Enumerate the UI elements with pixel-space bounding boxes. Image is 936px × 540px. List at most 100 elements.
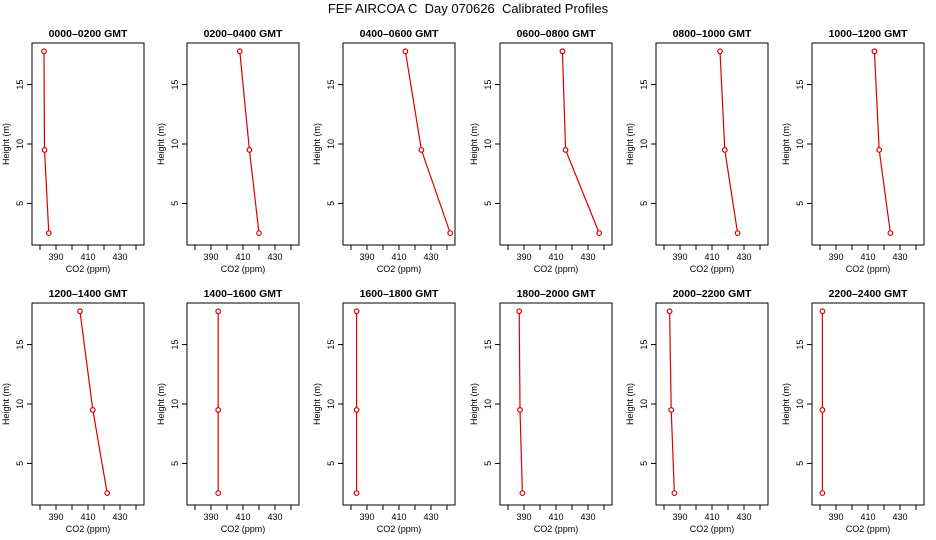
chart-7-frame [31,302,145,506]
chart-7-xlabel: CO2 (ppm) [66,524,111,534]
chart-1-ytick-label: 10 [15,139,25,149]
chart-10-xtick-label: 430 [580,512,595,522]
chart-3-ylabel: Height (m) [312,123,322,165]
chart-4-ytick-label: 10 [483,139,493,149]
chart-10-xlabel: CO2 (ppm) [534,524,579,534]
chart-2-ytick-label: 15 [170,80,180,90]
chart-12-data-point-2 [819,407,826,413]
chart-6-data-point-2 [876,146,883,153]
chart-6-ytick-label: 15 [795,80,805,90]
chart-12-ytick-label: 5 [795,461,805,466]
chart-4-data-point-2 [562,146,569,153]
chart-11-series-line [669,311,675,494]
chart-7-xtick-label: 410 [80,512,95,522]
chart-7-title: 1200–1400 GMT [49,288,128,300]
chart-8-xtick-label: 430 [267,512,282,522]
chart-7-ylabel: Height (m) [1,383,11,425]
chart-5-ylabel: Height (m) [625,123,635,165]
chart-4-xtick-label: 390 [516,252,531,262]
chart-1-ytick-label: 5 [15,201,25,206]
chart-12-data-point-3 [819,490,826,497]
chart-12-frame [811,302,925,506]
chart-10-data-point-3 [519,490,526,497]
chart-5-title: 0800–1000 GMT [673,28,752,40]
chart-2-title: 0200–0400 GMT [204,28,283,40]
chart-5-xtick-label: 410 [704,252,719,262]
chart-12-ytick-label: 10 [795,399,805,409]
chart-8-xtick-label: 390 [203,512,218,522]
chart-12-xtick-label: 390 [828,512,843,522]
chart-7-series-line [79,311,108,494]
chart-12-title: 2200–2400 GMT [829,288,908,300]
chart-11-xtick-label: 430 [736,512,751,522]
chart-1-ylabel: Height (m) [1,123,11,165]
chart-9-title: 1600–1800 GMT [360,288,439,300]
chart-4-ytick-label: 5 [483,201,493,206]
chart-11-xtick-label: 390 [672,512,687,522]
chart-2-data-point-3 [256,230,262,237]
chart-8-ytick-label: 5 [170,461,180,466]
chart-10-ytick-label: 5 [483,461,493,466]
chart-2-ytick-label: 5 [170,201,180,206]
chart-5-data-point-1 [717,48,723,55]
chart-5-ytick-label: 10 [639,139,649,149]
chart-1-title: 0000–0200 GMT [49,28,128,40]
chart-12-ylabel: Height (m) [781,383,791,425]
chart-10-ytick-label: 10 [483,399,493,409]
chart-12-xtick-label: 410 [860,512,875,522]
chart-9-ytick-label: 10 [326,399,336,409]
chart-11-ytick-label: 5 [639,461,649,466]
chart-3-title: 0400–0600 GMT [360,28,439,40]
chart-3-data-point-1 [402,48,409,55]
chart-6-frame [811,42,925,246]
chart-4-title: 0600–0800 GMT [517,28,596,40]
chart-12-ytick-label: 15 [795,340,805,350]
chart-10-xtick-label: 390 [516,512,531,522]
chart-3-frame [342,42,456,246]
chart-3-ytick-label: 15 [326,80,336,90]
chart-6-xtick-label: 410 [860,252,875,262]
chart-11-ylabel: Height (m) [625,383,635,425]
chart-4-data-point-3 [596,230,603,237]
chart-9-xlabel: CO2 (ppm) [377,524,422,534]
chart-12-xlabel: CO2 (ppm) [846,524,891,534]
chart-7-xtick-label: 390 [48,512,63,522]
chart-11-title: 2000–2200 GMT [673,288,752,300]
chart-1-ytick-label: 15 [15,80,25,90]
chart-2-xtick-label: 410 [235,252,250,262]
chart-2-data-point-1 [236,48,243,55]
chart-8-data-point-2 [215,407,222,413]
chart-3-xtick-label: 410 [391,252,406,262]
chart-8-data-point-3 [215,490,222,497]
chart-2-ytick-label: 10 [170,139,180,149]
chart-2-xtick-label: 430 [267,252,282,262]
chart-2-ylabel: Height (m) [156,123,166,165]
chart-1-series-line [43,51,50,234]
chart-2-series-line [239,51,260,234]
chart-5-xlabel: CO2 (ppm) [690,264,735,274]
chart-9-xtick-label: 430 [423,512,438,522]
chart-11-ytick-label: 10 [639,399,649,409]
chart-9-data-point-3 [353,490,360,497]
chart-11-data-point-2 [668,407,675,413]
chart-6-xtick-label: 390 [828,252,843,262]
chart-5-ytick-label: 15 [639,80,649,90]
chart-6-xlabel: CO2 (ppm) [846,264,891,274]
chart-8-data-point-1 [215,308,222,315]
chart-1-xtick-label: 390 [48,252,63,262]
chart-6-series-line [873,51,891,234]
chart-7-xtick-label: 430 [112,512,127,522]
chart-8-title: 1400–1600 GMT [204,288,283,300]
chart-8-ytick-label: 10 [170,399,180,409]
chart-4-frame [499,42,613,246]
chart-2-xtick-label: 390 [203,252,218,262]
chart-3-series-line [404,51,451,234]
chart-3-ytick-label: 5 [326,201,336,206]
chart-7-data-point-2 [89,407,96,413]
chart-1-data-point-2 [41,146,48,153]
chart-11-data-point-3 [671,490,678,497]
chart-6-xtick-label: 430 [892,252,907,262]
chart-3-data-point-3 [447,230,454,237]
chart-4-ylabel: Height (m) [469,123,479,165]
chart-12-xtick-label: 430 [892,512,907,522]
